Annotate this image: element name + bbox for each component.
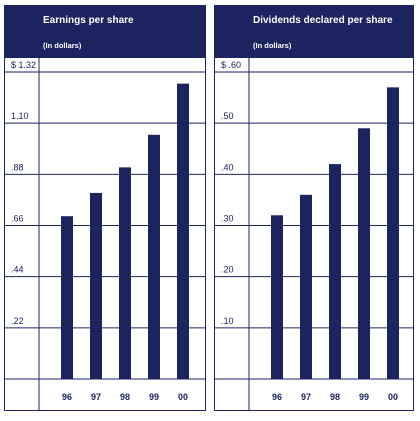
earnings-plot-area: .22 .44 .66 .88 1.10 $ 1.32 96 97 98 99 00 [5,58,205,410]
y-tick-label: .10 [221,316,234,326]
bar [90,192,102,379]
bar [271,215,283,379]
x-tick-label: 97 [301,392,311,402]
x-tick-label: 99 [149,392,159,402]
earnings-per-share-chart: Earnings per share (In dollars) .22 .44 .6… [4,5,206,411]
x-tick-label: 96 [62,392,72,402]
y-tick-label: .40 [221,162,234,172]
chart-subtitle: (In dollars) [43,41,82,50]
chart-title: Earnings per share [43,15,134,26]
y-tick-label: .50 [221,111,234,121]
dividends-per-share-chart: Dividends declared per share (In dollars… [214,5,414,411]
y-tick-label: 1.10 [11,111,29,121]
bar [300,194,312,379]
chart-subtitle: (In dollars) [253,41,292,50]
x-tick-label: 00 [388,392,398,402]
chart-title: Dividends declared per share [253,15,393,26]
bar [119,167,131,379]
y-tick-label: .30 [221,214,234,224]
bar [358,128,370,379]
y-tick-label: .22 [11,316,24,326]
x-tick-label: 98 [120,392,130,402]
dividends-plot-area: .10 .20 .30 .40 .50 $ .60 96 97 98 99 00 [215,58,413,410]
y-tick-label: .20 [221,265,234,275]
y-tick-label: .88 [11,162,24,172]
bar [177,83,189,379]
x-tick-label: 96 [272,392,282,402]
chart-header: Dividends declared per share (In dollars… [215,6,413,58]
bar [61,216,73,379]
bar [148,134,160,379]
y-tick-label: .44 [11,265,24,275]
y-tick-label: .66 [11,214,24,224]
bar [329,164,341,379]
bar [387,87,399,379]
chart-header: Earnings per share (In dollars) [5,6,205,58]
x-tick-label: 99 [359,392,369,402]
y-tick-label: $ 1.32 [11,60,36,70]
x-tick-label: 97 [91,392,101,402]
y-tick-label: $ .60 [221,60,241,70]
x-tick-label: 98 [330,392,340,402]
x-tick-label: 00 [178,392,188,402]
